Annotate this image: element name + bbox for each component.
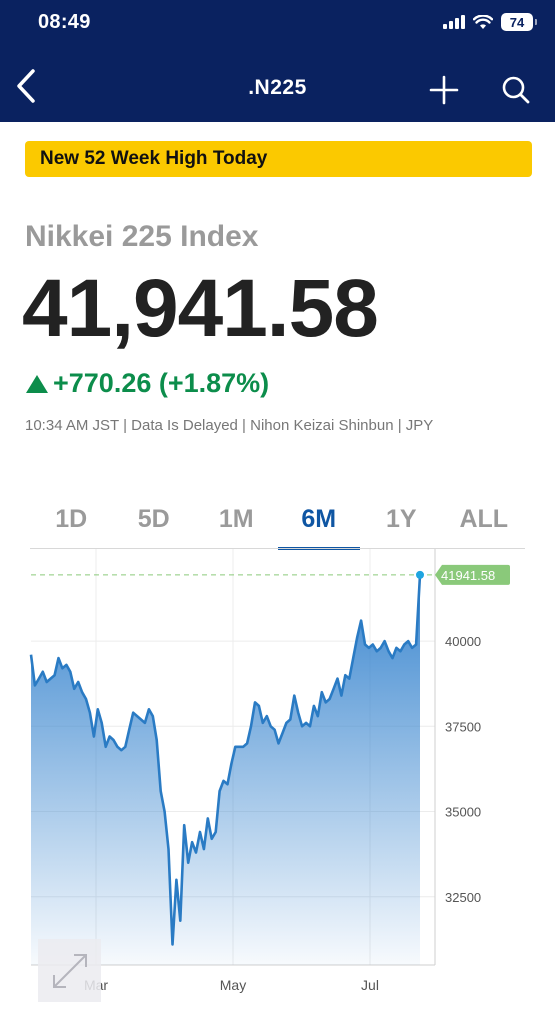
plus-icon bbox=[429, 75, 459, 105]
y-tick-label: 35000 bbox=[445, 805, 481, 820]
week-high-banner: New 52 Week High Today bbox=[25, 141, 532, 177]
up-triangle-icon bbox=[26, 374, 48, 393]
price-line bbox=[29, 574, 422, 946]
page-title: .N225 bbox=[248, 76, 307, 99]
tabs-divider bbox=[30, 548, 525, 549]
top-bar: 08:49 74 .N225 bbox=[0, 0, 555, 122]
last-price-tag: 41941.58 bbox=[435, 564, 510, 585]
y-tick-label: 32500 bbox=[445, 890, 481, 905]
search-button[interactable] bbox=[496, 70, 536, 110]
last-price: 41,941.58 bbox=[22, 263, 379, 354]
y-tick-label: 37500 bbox=[445, 719, 481, 734]
status-time: 08:49 bbox=[38, 11, 91, 33]
tab-1m[interactable]: 1M bbox=[218, 505, 254, 533]
expand-chart-button[interactable] bbox=[38, 939, 101, 1002]
price-area bbox=[31, 574, 420, 965]
instrument-name: Nikkei 225 Index bbox=[25, 220, 259, 253]
tab-6m[interactable]: 6M bbox=[277, 503, 361, 550]
range-tabs: 1D 5D 1M 6M 1Y ALL bbox=[30, 503, 525, 550]
tab-1y[interactable]: 1Y bbox=[385, 505, 417, 533]
y-tick-label: 40000 bbox=[445, 634, 481, 649]
last-price-tag-label: 41941.58 bbox=[441, 568, 495, 583]
battery-icon: 74 bbox=[501, 13, 537, 31]
tab-1d[interactable]: 1D bbox=[55, 505, 88, 533]
cellular-signal-icon bbox=[443, 15, 465, 29]
tab-5d[interactable]: 5D bbox=[137, 505, 170, 533]
search-icon bbox=[502, 76, 530, 104]
x-tick-label: May bbox=[220, 977, 246, 993]
price-chart[interactable]: 40000375003500032500MarMayJul41941.58 bbox=[0, 549, 555, 1004]
quote-metadata: 10:34 AM JST | Data Is Delayed | Nihon K… bbox=[25, 417, 434, 434]
tab-all[interactable]: ALL bbox=[459, 505, 509, 533]
expand-icon bbox=[52, 953, 87, 988]
back-button[interactable] bbox=[10, 66, 42, 106]
price-change: +770.26 (+1.87%) bbox=[25, 368, 269, 399]
add-to-watchlist-button[interactable] bbox=[424, 70, 464, 110]
last-price-dot bbox=[416, 570, 424, 579]
status-indicators: 74 bbox=[443, 13, 537, 31]
chevron-left-icon bbox=[17, 69, 35, 103]
x-tick-label: Jul bbox=[361, 977, 379, 993]
price-change-value: +770.26 (+1.87%) bbox=[53, 368, 270, 398]
wifi-icon bbox=[473, 14, 493, 29]
